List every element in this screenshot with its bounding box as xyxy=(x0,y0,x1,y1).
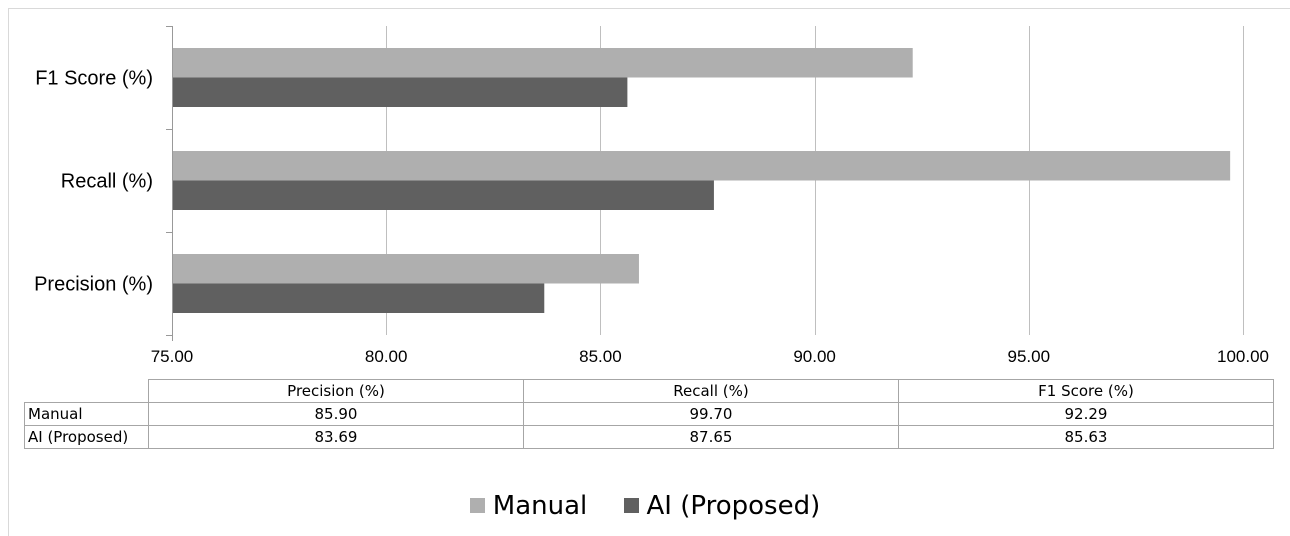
legend-item-manual: Manual xyxy=(469,490,588,521)
data-table-cell: 92.29 xyxy=(898,402,1274,426)
bar-chart: Precision (%) Recall (%) F1 Score (%) 75.0… xyxy=(34,26,1269,366)
category-labels: Precision (%) Recall (%) F1 Score (%) xyxy=(34,68,153,296)
legend-label: Manual xyxy=(492,490,588,521)
data-table-cell: 87.65 xyxy=(523,425,899,449)
x-tick-label: 90.00 xyxy=(793,347,836,366)
legend-item-ai-proposed: AI (Proposed) xyxy=(623,490,821,521)
bar-manual-recall xyxy=(173,151,1231,181)
data-table-header: Precision (%) xyxy=(148,379,524,403)
data-table-row-label: AI (Proposed) xyxy=(24,425,149,449)
legend-label: AI (Proposed) xyxy=(646,490,821,521)
bar-ai-proposed-recall xyxy=(173,180,714,210)
category-label: Precision (%) xyxy=(34,274,153,296)
x-tick-label: 100.00 xyxy=(1217,347,1269,366)
bars xyxy=(173,48,1231,313)
bar-ai-proposed-precision xyxy=(173,283,545,313)
data-table-cell: 83.69 xyxy=(148,425,524,449)
axes xyxy=(166,26,173,341)
data-table-cell: 85.63 xyxy=(898,425,1274,449)
data-table-corner xyxy=(24,379,149,403)
data-table-row: Manual 85.90 99.70 92.29 xyxy=(24,402,1274,426)
data-table: Precision (%) Recall (%) F1 Score (%) Ma… xyxy=(24,379,1274,449)
legend-swatch xyxy=(623,498,639,513)
data-table-header: Recall (%) xyxy=(523,379,899,403)
x-tick-labels: 75.00 80.00 85.00 90.00 95.00 100.00 xyxy=(151,347,1269,366)
data-table-cell: 99.70 xyxy=(523,402,899,426)
bar-manual-f1-score xyxy=(173,48,913,78)
data-table-header: F1 Score (%) xyxy=(898,379,1274,403)
legend: Manual AI (Proposed) xyxy=(0,490,1290,521)
data-table-row-label: Manual xyxy=(24,402,149,426)
data-table-row: AI (Proposed) 83.69 87.65 85.63 xyxy=(24,425,1274,449)
category-label: F1 Score (%) xyxy=(35,68,153,90)
x-tick-label: 85.00 xyxy=(579,347,622,366)
data-table-header-row: Precision (%) Recall (%) F1 Score (%) xyxy=(24,379,1274,403)
legend-swatch xyxy=(469,498,485,513)
category-label: Recall (%) xyxy=(61,171,153,193)
data-table-cell: 85.90 xyxy=(148,402,524,426)
bar-ai-proposed-f1-score xyxy=(173,77,628,107)
x-tick-label: 95.00 xyxy=(1008,347,1051,366)
chart-frame xyxy=(8,8,1290,536)
x-tick-label: 75.00 xyxy=(151,347,194,366)
x-tick-label: 80.00 xyxy=(365,347,408,366)
bar-manual-precision xyxy=(173,254,639,284)
